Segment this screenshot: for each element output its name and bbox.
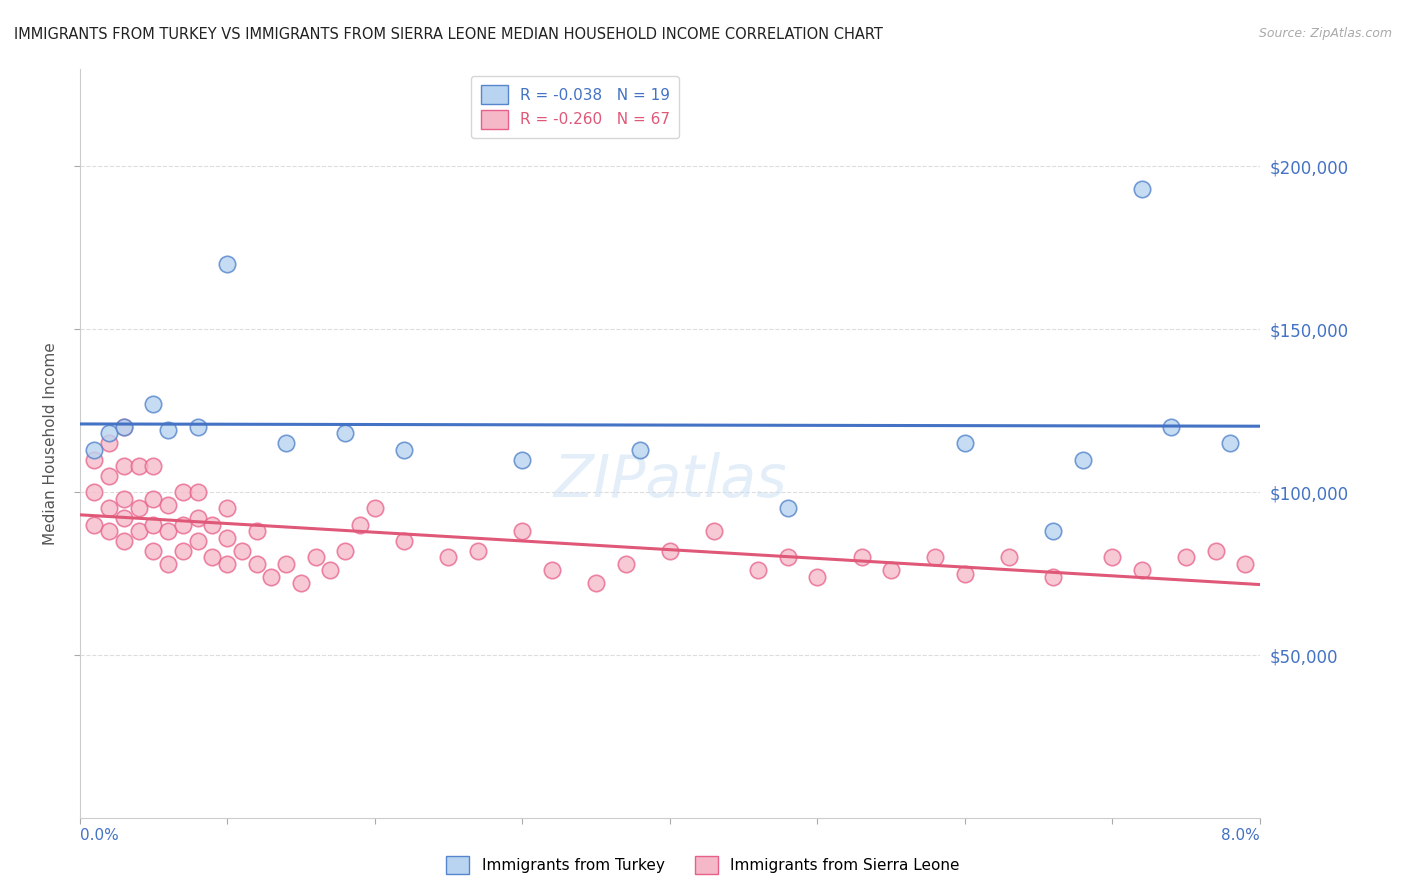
Text: ZIPatlas: ZIPatlas (553, 452, 786, 509)
Point (112, 491, 135, 506)
Point (187, 533, 209, 548)
Text: Source: ZipAtlas.com: Source: ZipAtlas.com (1258, 27, 1392, 40)
Point (142, 491, 165, 506)
Point (157, 557, 180, 571)
Point (585, 576, 607, 591)
Point (540, 563, 562, 577)
Point (1205, 543, 1227, 558)
Point (1130, 563, 1153, 577)
Point (83, 485, 105, 500)
Point (217, 531, 239, 545)
Point (364, 501, 387, 516)
Legend: Immigrants from Turkey, Immigrants from Sierra Leone: Immigrants from Turkey, Immigrants from … (440, 850, 966, 880)
Point (128, 501, 150, 516)
Point (335, 543, 357, 558)
Point (924, 550, 946, 565)
Point (172, 517, 194, 532)
Point (510, 452, 533, 467)
Point (953, 436, 976, 450)
Point (747, 563, 769, 577)
Point (276, 557, 298, 571)
Point (776, 550, 799, 565)
Point (172, 543, 194, 558)
Point (83, 517, 105, 532)
Point (201, 517, 224, 532)
Text: 8.0%: 8.0% (1222, 829, 1260, 843)
Point (880, 563, 903, 577)
Text: 0.0%: 0.0% (80, 829, 118, 843)
Point (467, 543, 489, 558)
Point (157, 524, 180, 539)
Point (953, 566, 976, 581)
Point (201, 550, 224, 565)
Point (142, 397, 165, 411)
Point (187, 420, 209, 434)
Point (1042, 524, 1064, 539)
Point (335, 426, 357, 441)
Point (349, 517, 371, 532)
Point (437, 550, 460, 565)
Text: IMMIGRANTS FROM TURKEY VS IMMIGRANTS FROM SIERRA LEONE MEDIAN HOUSEHOLD INCOME C: IMMIGRANTS FROM TURKEY VS IMMIGRANTS FRO… (14, 27, 883, 42)
Point (98, 426, 121, 441)
Y-axis label: Median Household Income: Median Household Income (44, 342, 58, 545)
Point (510, 524, 533, 539)
Point (246, 557, 269, 571)
Point (231, 543, 253, 558)
Point (112, 420, 135, 434)
Point (98, 524, 121, 539)
Point (142, 517, 165, 532)
Point (98, 436, 121, 450)
Point (628, 442, 651, 457)
Point (83, 442, 105, 457)
Point (614, 557, 637, 571)
Point (112, 458, 135, 473)
Point (394, 533, 416, 548)
Point (998, 550, 1021, 565)
Point (1101, 550, 1123, 565)
Point (142, 458, 165, 473)
Point (246, 524, 269, 539)
Point (1175, 550, 1198, 565)
Point (1130, 182, 1153, 196)
Point (142, 543, 165, 558)
Point (290, 576, 312, 591)
Point (128, 524, 150, 539)
Point (157, 423, 180, 437)
Point (658, 543, 681, 558)
Point (276, 436, 298, 450)
Point (851, 550, 873, 565)
Point (172, 485, 194, 500)
Point (83, 452, 105, 467)
Point (187, 485, 209, 500)
Point (1042, 570, 1064, 584)
Point (1071, 452, 1094, 467)
Point (260, 570, 283, 584)
Point (112, 511, 135, 525)
Point (305, 550, 328, 565)
Point (98, 501, 121, 516)
Point (157, 498, 180, 512)
Point (703, 524, 725, 539)
Point (98, 468, 121, 483)
Point (776, 501, 799, 516)
Point (319, 563, 342, 577)
Point (806, 570, 828, 584)
Point (112, 420, 135, 434)
Point (1160, 420, 1182, 434)
Point (187, 511, 209, 525)
Point (217, 501, 239, 516)
Point (217, 257, 239, 271)
Point (394, 442, 416, 457)
Point (1219, 436, 1241, 450)
Point (112, 533, 135, 548)
Point (217, 557, 239, 571)
Point (1234, 557, 1257, 571)
Point (128, 458, 150, 473)
Legend: R = -0.038   N = 19, R = -0.260   N = 67: R = -0.038 N = 19, R = -0.260 N = 67 (471, 76, 679, 138)
